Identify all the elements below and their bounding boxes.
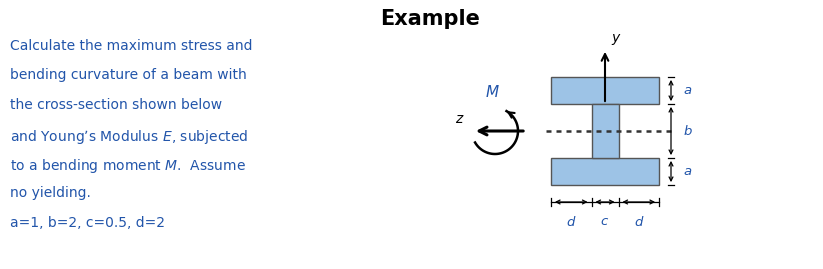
Bar xyxy=(551,77,659,104)
Text: bending curvature of a beam with: bending curvature of a beam with xyxy=(10,69,247,83)
Text: $a$: $a$ xyxy=(683,84,692,97)
Text: $c$: $c$ xyxy=(601,215,610,228)
Text: and Young’s Modulus $E$, subjected: and Young’s Modulus $E$, subjected xyxy=(10,128,249,146)
Text: $d$: $d$ xyxy=(566,215,576,229)
Text: $b$: $b$ xyxy=(683,124,693,138)
Text: $y$: $y$ xyxy=(611,32,621,47)
Bar xyxy=(592,104,619,158)
Text: no yielding.: no yielding. xyxy=(10,186,91,200)
Text: Calculate the maximum stress and: Calculate the maximum stress and xyxy=(10,39,253,53)
Text: $a$: $a$ xyxy=(683,165,692,178)
Bar xyxy=(551,158,659,185)
Text: to a bending moment $M$.  Assume: to a bending moment $M$. Assume xyxy=(10,157,246,175)
Text: Example: Example xyxy=(380,9,480,29)
Text: $M$: $M$ xyxy=(485,84,500,100)
Text: $z$: $z$ xyxy=(455,112,465,126)
Text: the cross-section shown below: the cross-section shown below xyxy=(10,98,222,112)
Text: a=1, b=2, c=0.5, d=2: a=1, b=2, c=0.5, d=2 xyxy=(10,216,165,230)
Text: $d$: $d$ xyxy=(634,215,644,229)
